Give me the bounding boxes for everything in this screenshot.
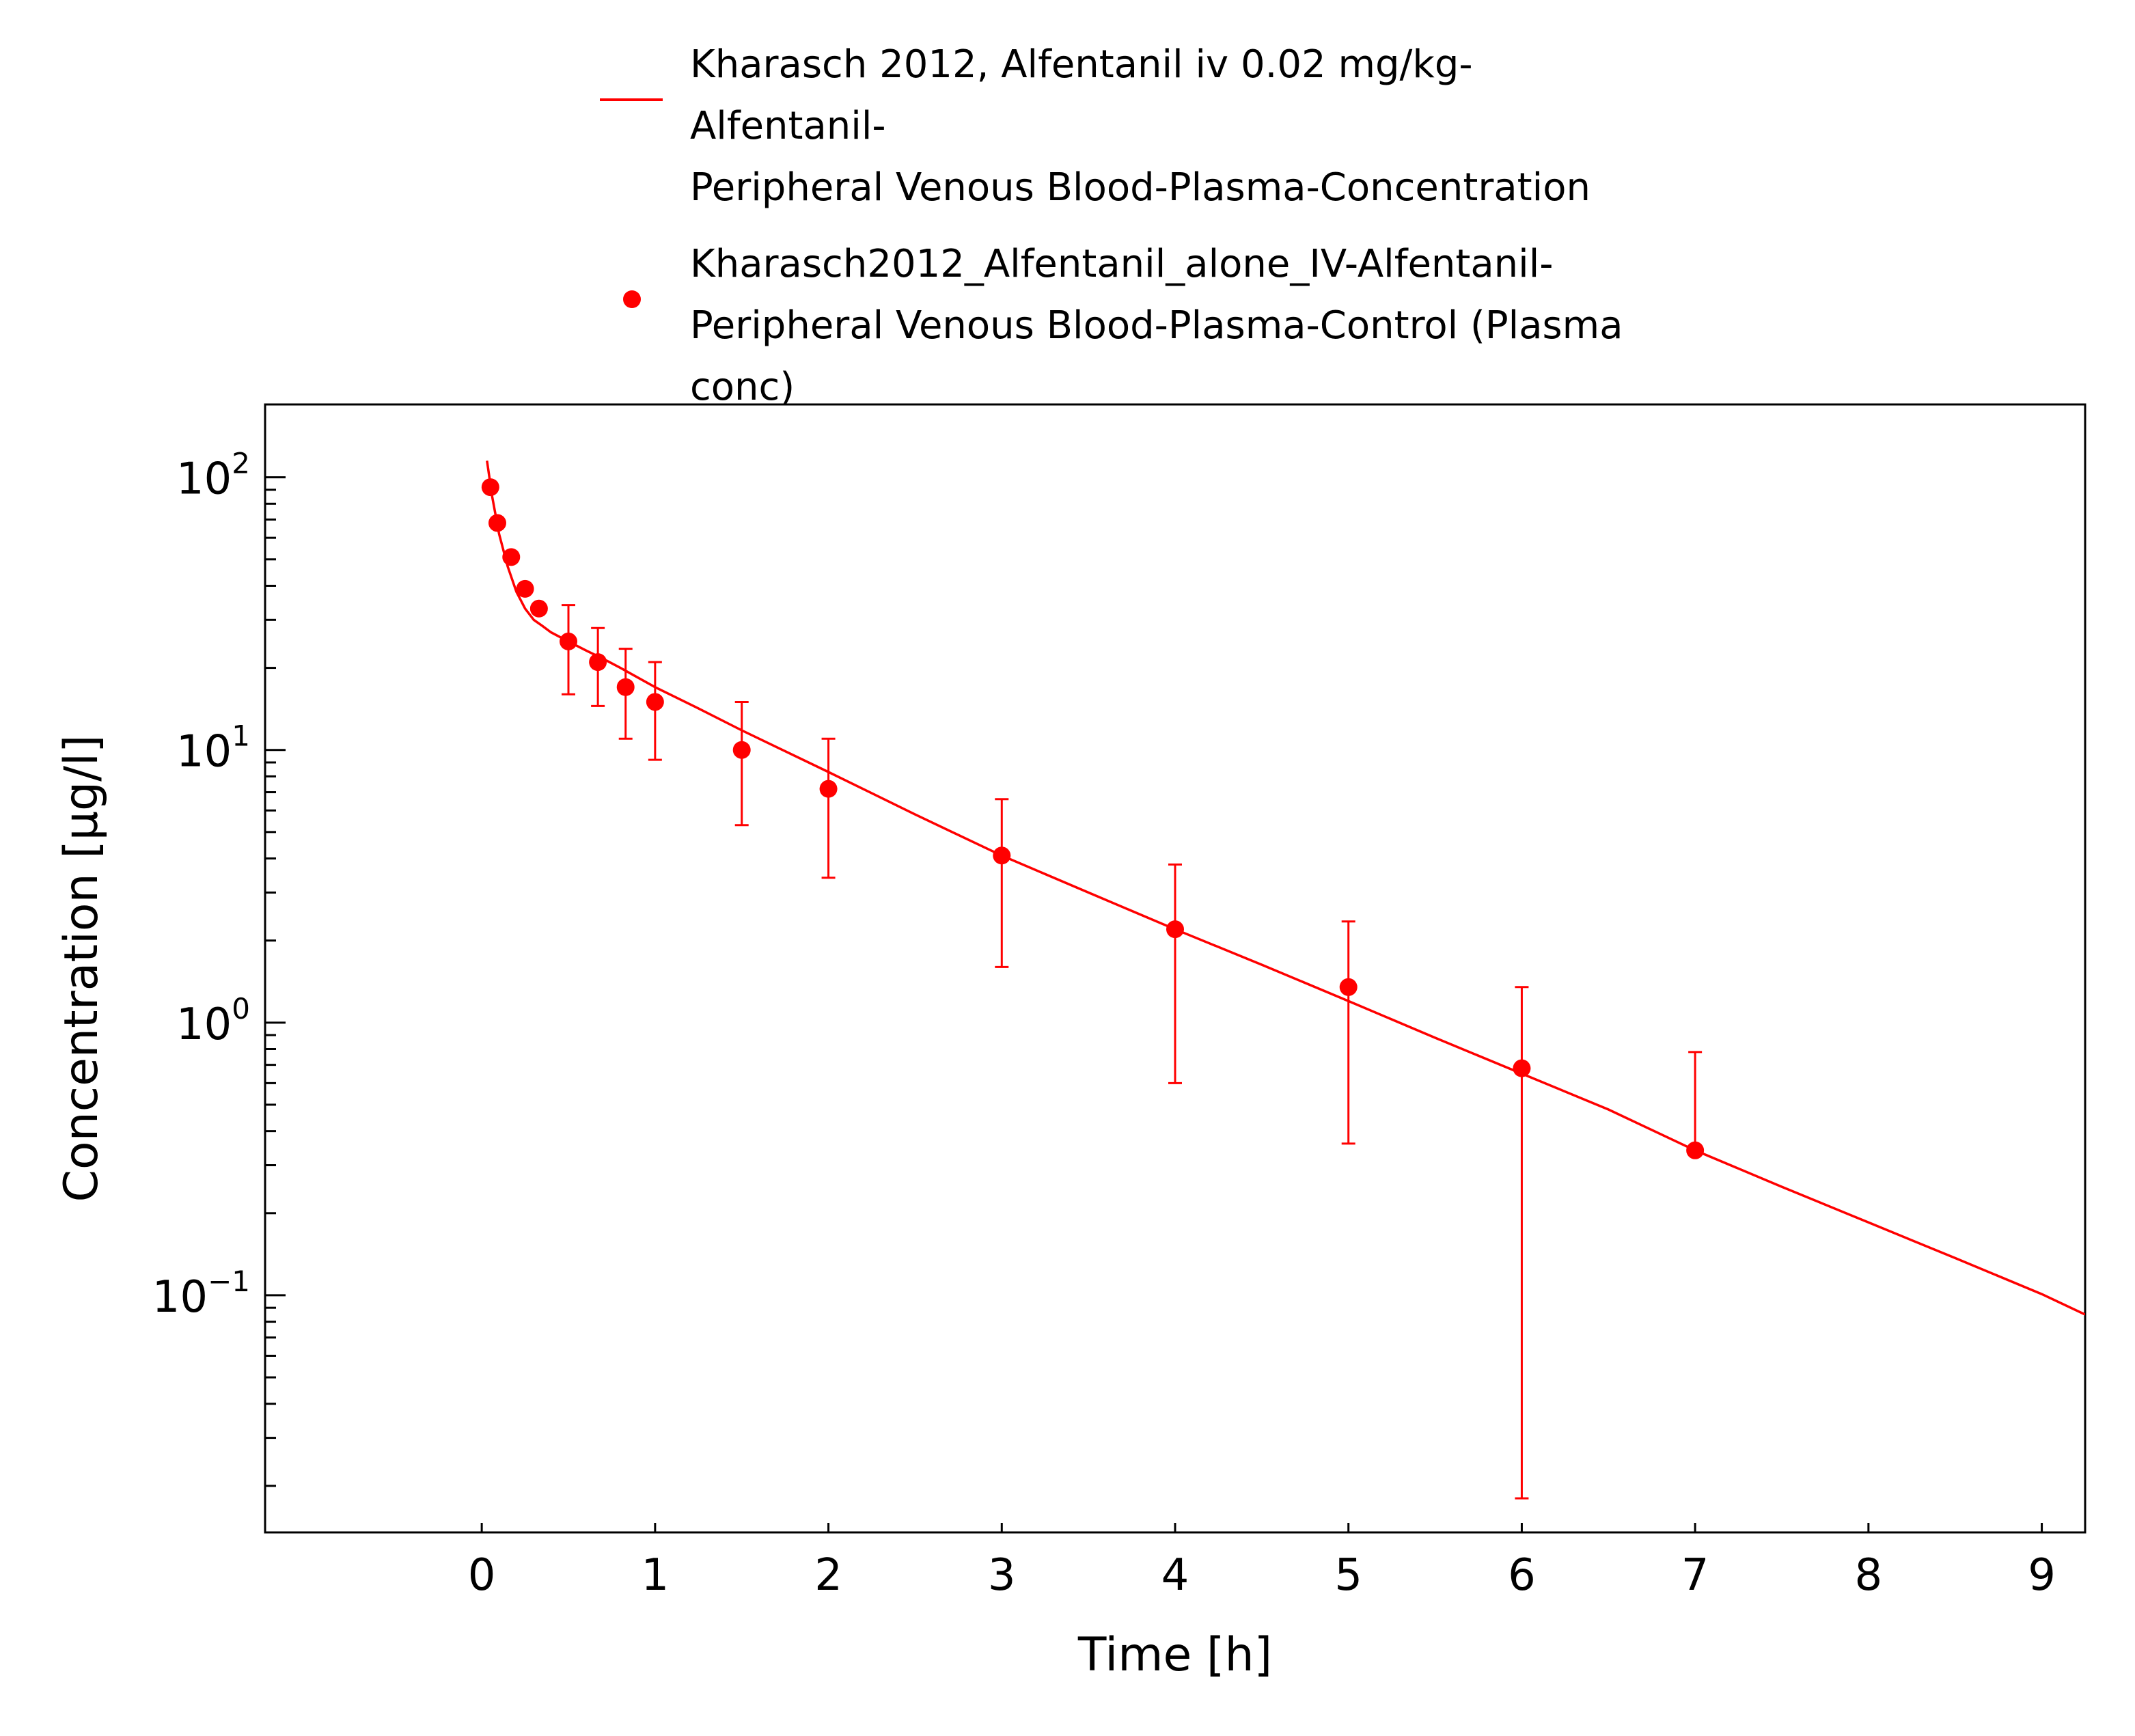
x-tick-label-4: 4 (1161, 1550, 1189, 1601)
data-point (481, 478, 499, 497)
data-point (1513, 1059, 1531, 1077)
x-tick-label-8: 8 (1854, 1550, 1882, 1601)
data-point (516, 579, 534, 598)
x-tick-label-6: 6 (1508, 1550, 1536, 1601)
x-tick-label-2: 2 (814, 1550, 842, 1601)
data-point (1339, 978, 1358, 996)
y-tick-label-100: 102 (176, 447, 250, 505)
x-tick-label-3: 3 (988, 1550, 1016, 1601)
data-point (819, 780, 838, 798)
data-point (488, 514, 506, 532)
data-point (646, 693, 664, 711)
x-axis-title: Time [h] (1077, 1628, 1272, 1682)
data-point (616, 678, 635, 696)
x-tick-label-5: 5 (1334, 1550, 1362, 1601)
x-tick-label-0: 0 (468, 1550, 496, 1601)
x-tick-label-7: 7 (1681, 1550, 1709, 1601)
y-tick-label-10: 101 (176, 719, 250, 777)
data-point (589, 653, 607, 672)
legend: Kharasch 2012, Alfentanil iv 0.02 mg/kg-… (588, 34, 1623, 418)
x-tick-label-9: 9 (2028, 1550, 2056, 1601)
legend-entry-simulation: Kharasch 2012, Alfentanil iv 0.02 mg/kg-… (588, 34, 1623, 219)
y-axis-title: Concentration [µg/l] (55, 735, 109, 1202)
plot-layer: 0 1 2 3 4 5 6 7 8 9 102 101 100 10−1 (152, 403, 2086, 1601)
data-point (993, 846, 1011, 865)
y-tick-label-0.1: 10−1 (152, 1265, 250, 1323)
data-point (560, 632, 577, 650)
data-point (502, 548, 521, 566)
legend-label-simulation: Kharasch 2012, Alfentanil iv 0.02 mg/kg-… (690, 42, 1590, 210)
legend-entry-observed: Kharasch2012_Alfentanil_alone_IV-Alfenta… (588, 234, 1623, 418)
series-line-simulation (486, 460, 2085, 1316)
data-point (1166, 920, 1184, 939)
legend-dot-marker (623, 290, 641, 308)
data-point (732, 741, 751, 759)
legend-line-marker (600, 98, 663, 101)
legend-label-observed: Kharasch2012_Alfentanil_alone_IV-Alfenta… (690, 242, 1623, 409)
data-point (1686, 1141, 1705, 1159)
data-point (529, 599, 548, 618)
y-tick-label-1: 100 (176, 992, 250, 1050)
x-tick-label-1: 1 (641, 1550, 669, 1601)
